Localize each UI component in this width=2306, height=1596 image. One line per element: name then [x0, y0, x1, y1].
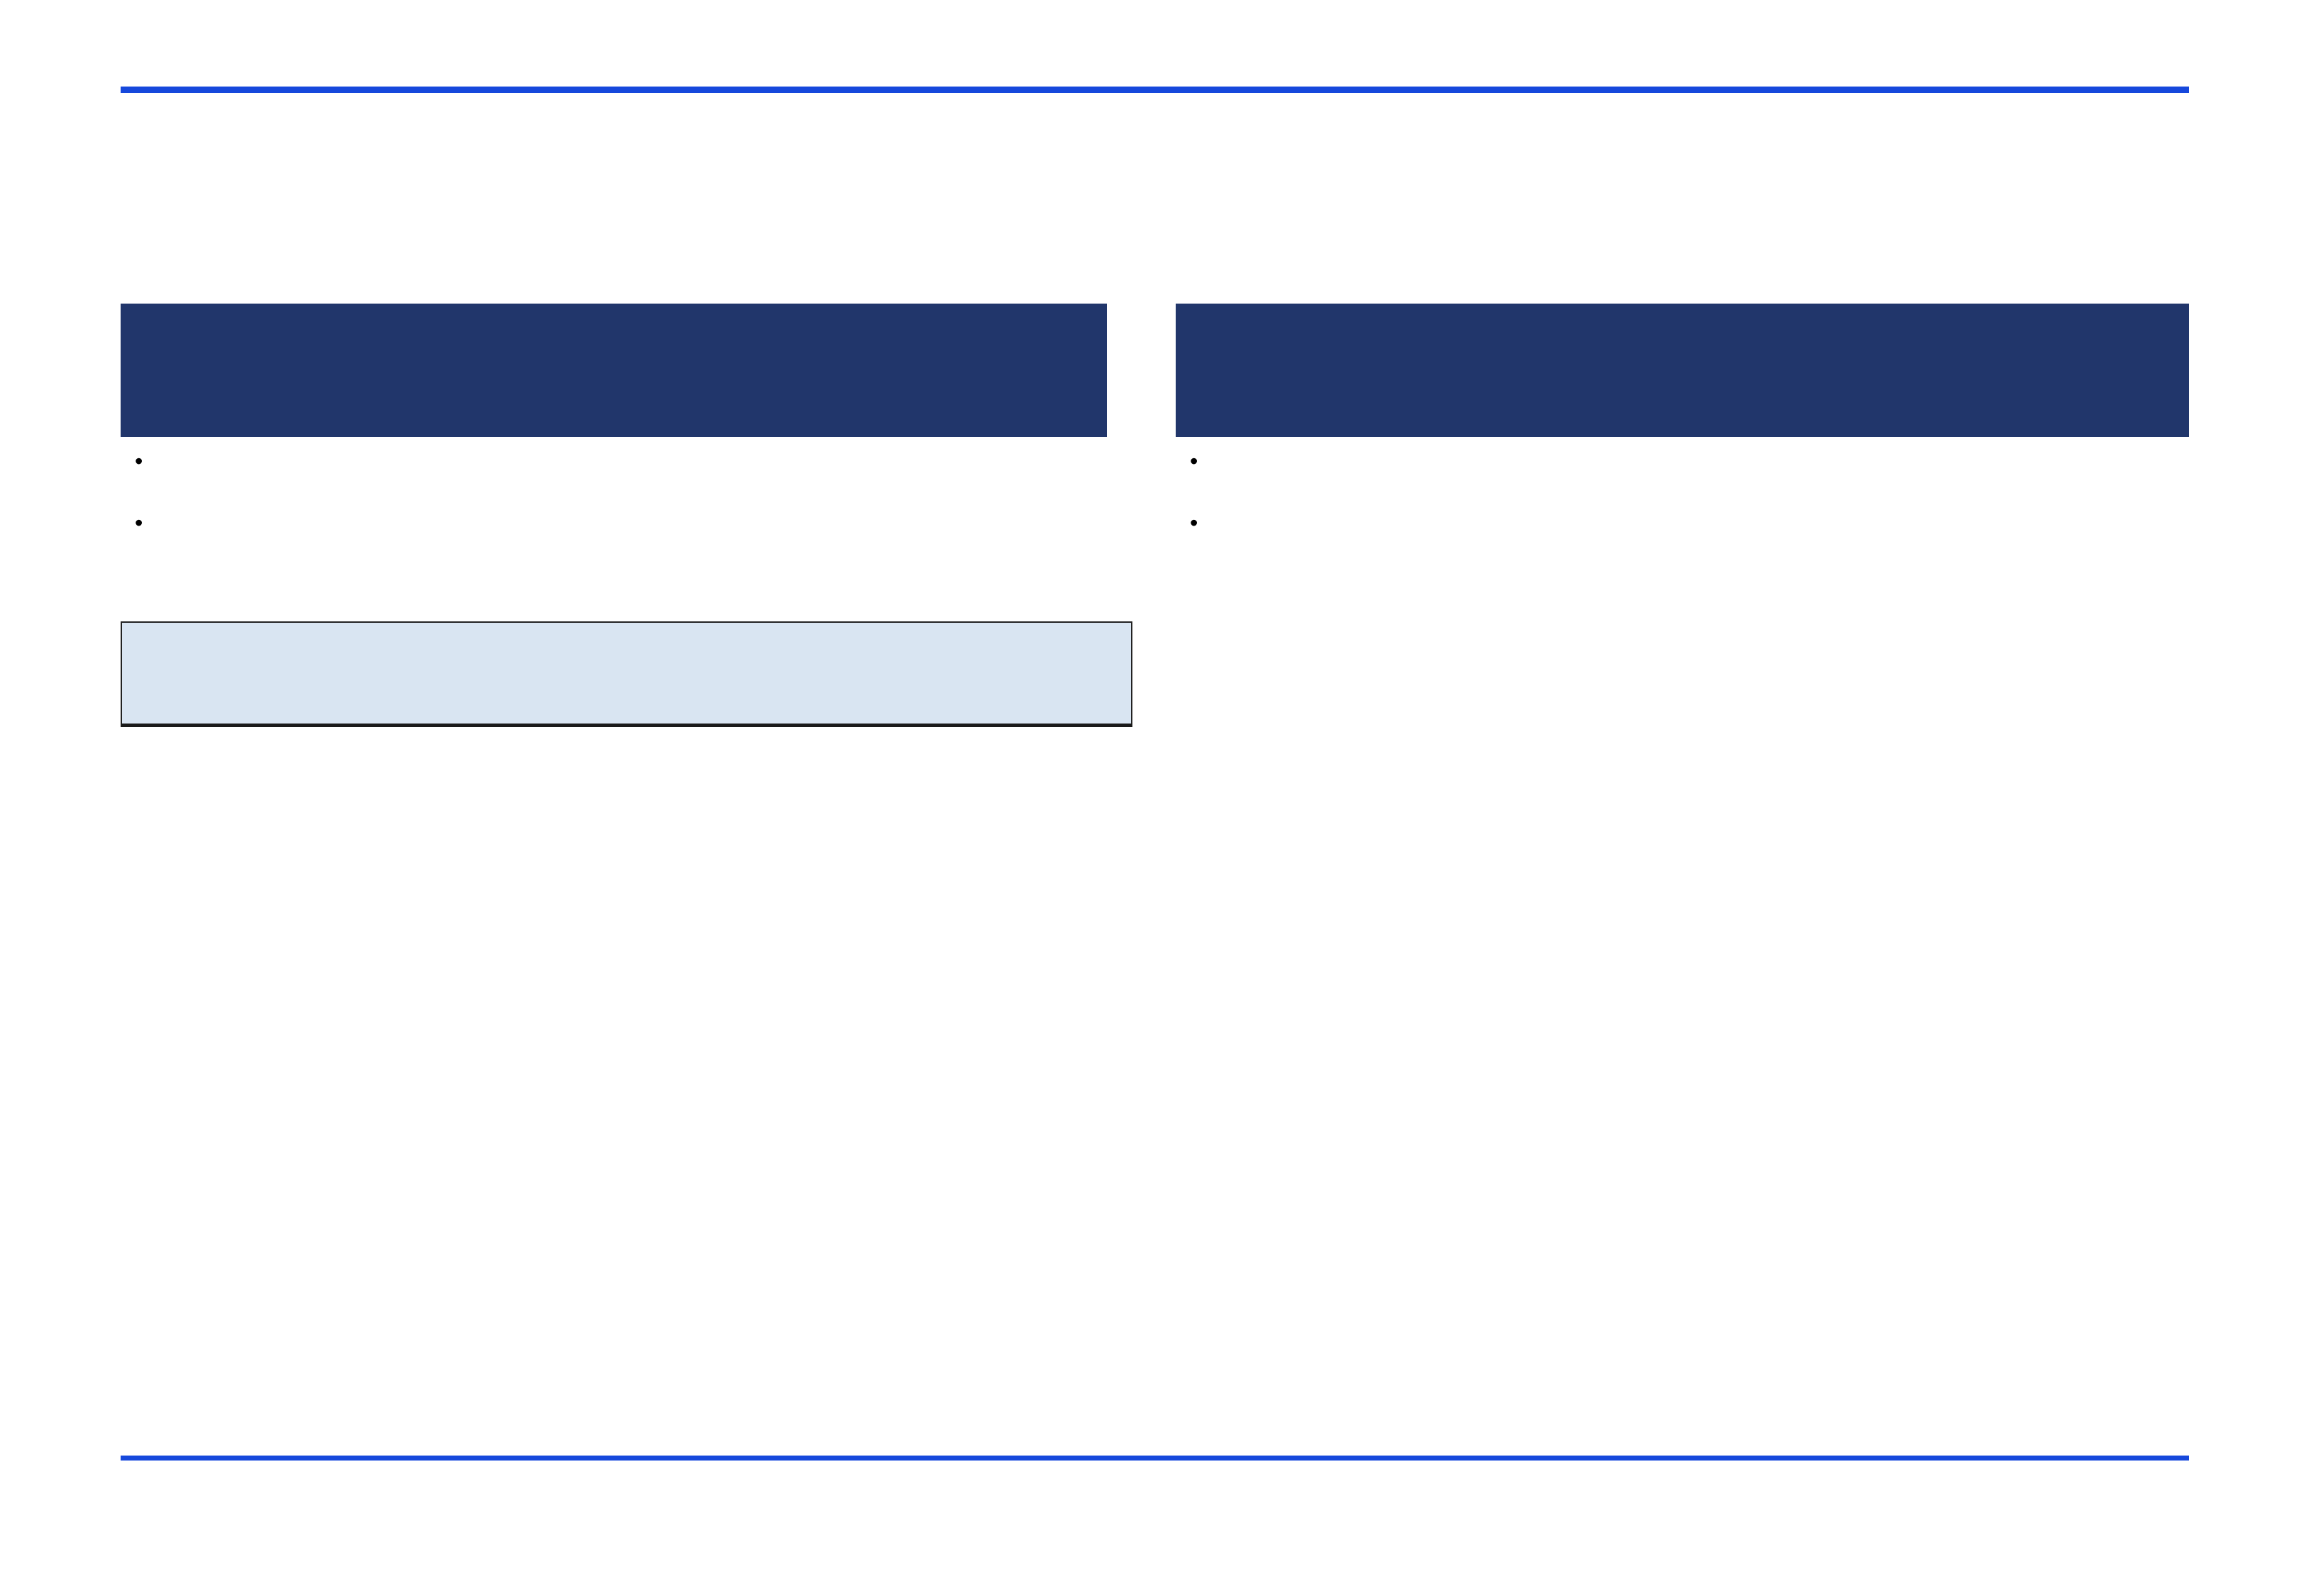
- right-panel-header: [1176, 304, 2189, 437]
- line-chart: [1171, 631, 2214, 1429]
- bullet-item: [1190, 509, 2212, 539]
- left-panel-header: [121, 304, 1107, 437]
- left-panel-bullets: [135, 447, 1128, 570]
- bullet-item: [135, 509, 1128, 539]
- international-balance-table: [121, 621, 1132, 727]
- top-accent-rule: [121, 87, 2189, 93]
- table-header-row: [121, 622, 1132, 727]
- bullet-item: [135, 447, 1128, 477]
- chart-plot-area: [1171, 715, 2207, 1428]
- bullet-item: [1190, 447, 2212, 477]
- table-header-cell: [900, 622, 1132, 727]
- table-header-cell: [652, 622, 900, 727]
- right-panel-bullets: [1190, 447, 2212, 570]
- table-header-cell: [416, 622, 652, 727]
- table-header-cell: [121, 622, 416, 727]
- bottom-accent-rule: [121, 1456, 2189, 1461]
